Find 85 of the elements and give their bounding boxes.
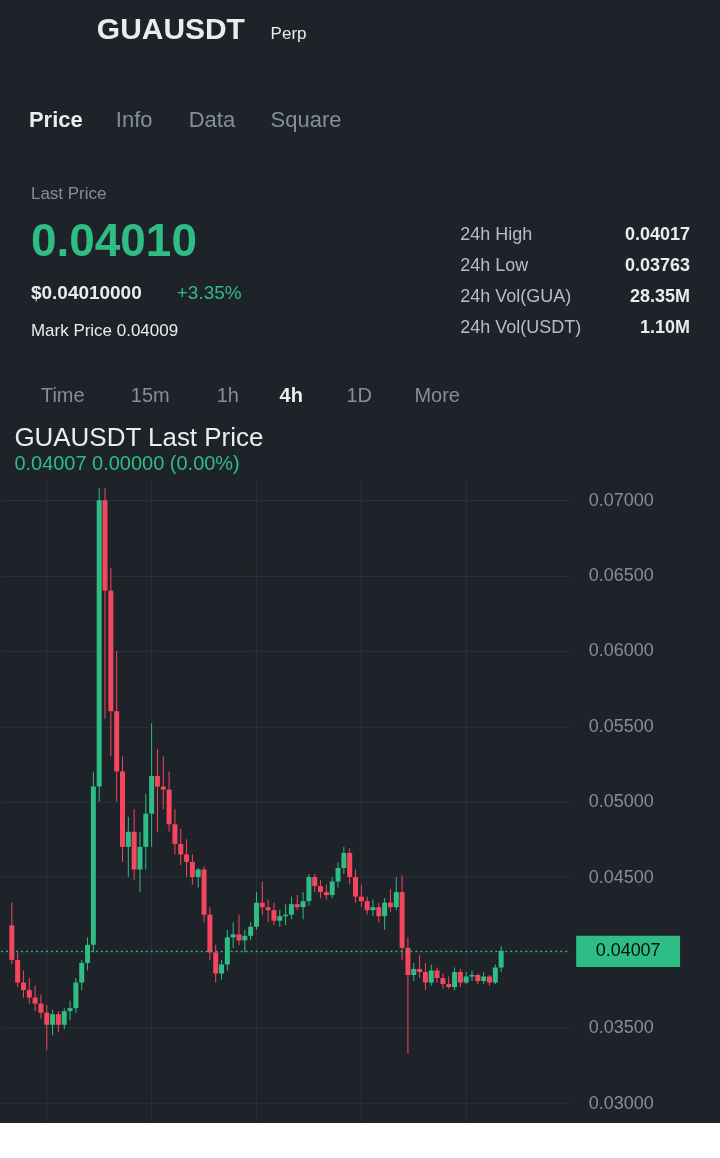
candlestick	[434, 966, 440, 984]
candlestick	[26, 977, 32, 1005]
candlestick	[353, 869, 358, 904]
candlestick	[230, 921, 236, 949]
y-tick-label: 0.05500	[588, 715, 654, 736]
candlestick	[15, 951, 21, 988]
candlestick	[55, 1010, 61, 1033]
text: Info	[115, 106, 153, 132]
chart-title: GUAUSDT Last Price	[14, 421, 264, 452]
text: 0.04017	[625, 224, 691, 245]
chart-subtitle: 0.04007 0.00000 (0.00%)	[14, 451, 240, 474]
candlestick	[300, 891, 306, 920]
candlestick	[154, 748, 160, 833]
text: 15m	[130, 384, 170, 407]
candlestick	[312, 873, 318, 893]
candlestick	[219, 959, 225, 981]
y-tick-label: 0.07000	[588, 489, 654, 510]
text: Last Price	[30, 183, 107, 203]
text: More	[414, 384, 460, 407]
candlestick	[265, 899, 271, 923]
candlestick	[189, 853, 195, 886]
text: 0.03763	[625, 255, 691, 276]
candlestick	[393, 876, 399, 911]
text: +3.35%	[176, 282, 242, 304]
text: 1.10M	[640, 317, 691, 338]
candlestick	[440, 973, 446, 990]
text: Square	[270, 106, 342, 132]
text: 24h Vol(USDT)	[460, 317, 582, 338]
candlestick	[428, 963, 434, 987]
y-tick-label: 0.05000	[588, 791, 654, 812]
candlestick	[44, 1004, 50, 1051]
candlestick	[178, 828, 184, 866]
candlestick	[469, 969, 475, 982]
text: Mark Price 0.04009	[30, 321, 179, 341]
text: 24h Low	[460, 255, 530, 276]
text: 1D	[346, 384, 373, 407]
candlestick	[370, 899, 376, 917]
candlestick	[160, 755, 166, 810]
text: Time	[40, 384, 85, 407]
candlestick	[288, 896, 294, 920]
text: 28.35M	[630, 286, 691, 307]
candlestick	[50, 1009, 56, 1036]
candlestick	[492, 963, 498, 985]
candlestick	[137, 831, 143, 893]
candlestick	[38, 994, 44, 1020]
candlestick	[125, 816, 131, 878]
candlestick	[67, 1000, 73, 1021]
candlestick	[271, 902, 277, 926]
candlestick	[417, 954, 423, 979]
text: 0.04010	[30, 214, 197, 267]
text: Price	[28, 106, 83, 132]
text: 24h Vol(GUA)	[460, 286, 572, 307]
text: GUAUSDT	[96, 11, 245, 45]
candlestick	[457, 968, 463, 988]
y-tick-label: 0.03000	[588, 1092, 654, 1113]
candlestick	[452, 966, 458, 991]
text: $0.04010000	[30, 282, 142, 304]
candlestick	[213, 944, 219, 984]
y-tick-label: 0.03500	[588, 1017, 654, 1038]
candlestick	[172, 808, 178, 855]
candlestick	[382, 897, 388, 931]
candlestick	[341, 846, 347, 875]
candlestick	[422, 962, 428, 991]
text: Perp	[270, 23, 307, 43]
y-tick-label: 0.06500	[588, 565, 654, 586]
candlestick	[329, 876, 335, 899]
candlestick	[20, 969, 26, 999]
candlestick	[376, 902, 382, 923]
text: 24h High	[460, 224, 533, 245]
text: 4h	[279, 384, 303, 407]
candlestick	[184, 838, 190, 878]
candlestick	[61, 1007, 67, 1030]
text: Data	[188, 106, 236, 132]
candlestick	[364, 896, 370, 916]
candlestick	[32, 985, 38, 1012]
ref-line-label: 0.04007	[595, 940, 661, 961]
candlestick	[248, 921, 254, 941]
y-tick-label: 0.06000	[588, 640, 654, 661]
candlestick	[79, 959, 85, 991]
text: 1h	[216, 384, 239, 407]
candlestick	[411, 962, 417, 982]
candlestick	[335, 861, 341, 889]
candlestick	[318, 879, 324, 899]
candlestick	[195, 867, 201, 889]
y-tick-label: 0.04500	[588, 866, 654, 887]
